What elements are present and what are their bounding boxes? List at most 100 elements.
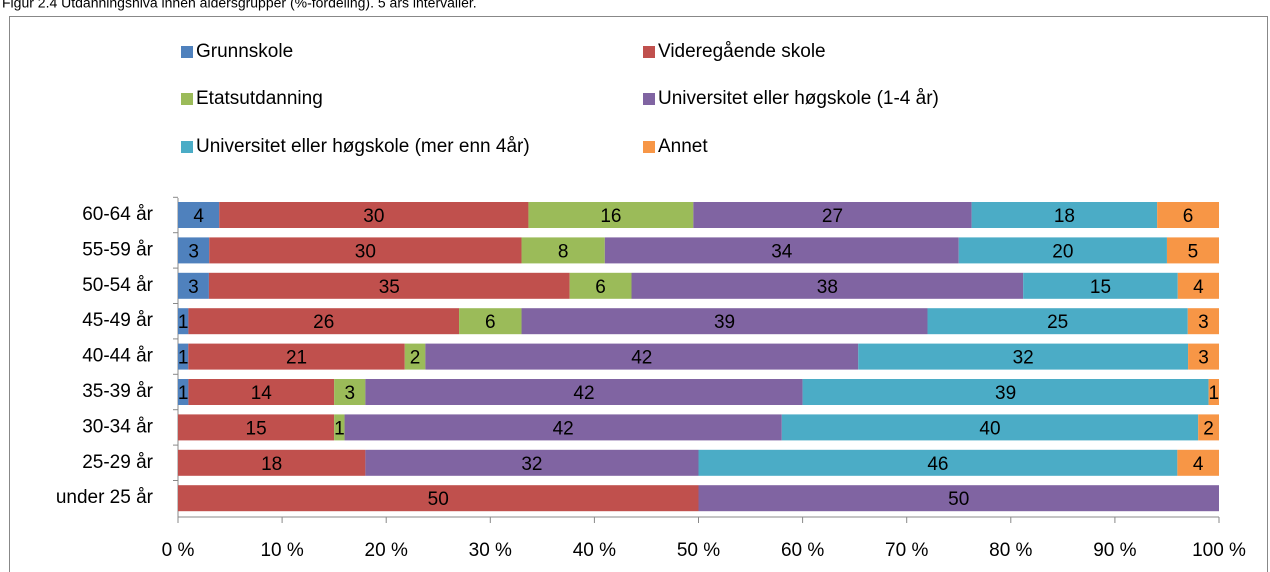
data-label: 21: [286, 348, 307, 369]
data-label: 6: [595, 277, 606, 298]
data-label: 6: [1183, 206, 1194, 227]
bar-segment: [188, 308, 460, 335]
data-label: 42: [553, 418, 574, 439]
bar-segment: [693, 202, 972, 228]
legend-swatch: [181, 93, 193, 105]
data-label: 26: [313, 312, 334, 333]
x-tick-label: 40 %: [573, 540, 616, 561]
data-label: 3: [344, 383, 355, 404]
bar-segment: [569, 272, 632, 299]
bar-segment: [1177, 272, 1219, 299]
bar-segment: [334, 414, 345, 441]
x-tick-label: 50 %: [677, 540, 720, 561]
bar-segment: [1157, 202, 1219, 228]
bar-segment: [858, 343, 1189, 370]
legend-swatch: [643, 93, 655, 105]
y-tick-label: 60-64 år: [82, 204, 153, 225]
legend-swatch: [181, 46, 193, 58]
data-label: 18: [1054, 206, 1075, 227]
bar-segment: [188, 379, 335, 405]
bar-segment: [958, 237, 1167, 264]
data-label: 30: [355, 241, 376, 262]
bar-segment: [178, 272, 209, 299]
data-label: 3: [1198, 348, 1209, 369]
x-tick-label: 100 %: [1192, 540, 1246, 561]
data-label: 4: [1193, 277, 1204, 298]
data-label: 50: [948, 489, 969, 510]
bar-segment: [365, 449, 699, 476]
bar-segment: [404, 343, 426, 370]
bar-segment: [528, 202, 694, 228]
bar-segment: [365, 379, 803, 405]
data-label: 1: [334, 418, 345, 439]
y-tick-label: 25-29 år: [82, 452, 153, 473]
bar-segment: [971, 202, 1158, 228]
x-tick-label: 10 %: [260, 540, 303, 561]
legend-swatch: [643, 141, 655, 153]
data-label: 6: [485, 312, 496, 333]
bar-segment: [459, 308, 522, 335]
x-tick-label: 70 %: [885, 540, 928, 561]
legend-label: Etatsutdanning: [196, 88, 323, 109]
bar-segment: [178, 485, 699, 512]
data-label: 1: [178, 312, 189, 333]
data-label: 15: [1090, 277, 1111, 298]
data-label: 46: [927, 454, 948, 475]
y-tick-label: 35-39 år: [82, 381, 153, 402]
y-tick-label: 55-59 år: [82, 239, 153, 260]
bar-segment: [698, 485, 1219, 512]
legend-label: Universitet eller høgskole (1-4 år): [658, 88, 939, 109]
data-label: 2: [410, 348, 421, 369]
bar-segment: [425, 343, 859, 370]
bar-segment: [219, 202, 529, 228]
bar-segment: [1166, 237, 1219, 264]
data-label: 2: [1203, 418, 1214, 439]
y-tick-label: 40-44 år: [82, 346, 153, 367]
data-label: 18: [261, 454, 282, 475]
bar-segment: [178, 202, 220, 228]
data-label: 38: [817, 277, 838, 298]
bar-segment: [631, 272, 1024, 299]
data-label: 25: [1047, 312, 1068, 333]
y-tick-label: 50-54 år: [82, 275, 153, 296]
x-tick-label: 60 %: [781, 540, 824, 561]
x-tick-label: 0 %: [162, 540, 195, 561]
data-label: 30: [363, 206, 384, 227]
data-label: 4: [193, 206, 204, 227]
data-label: 39: [995, 383, 1016, 404]
bar-segment: [178, 308, 189, 335]
data-label: 32: [1013, 348, 1034, 369]
x-tick-label: 90 %: [1093, 540, 1136, 561]
bar-segment: [178, 414, 335, 441]
data-label: 3: [1198, 312, 1209, 333]
bar-segment: [521, 308, 928, 335]
bar-segment: [781, 414, 1199, 441]
legend-swatch: [181, 141, 193, 153]
data-label: 1: [178, 383, 189, 404]
bar-segment: [1198, 414, 1219, 441]
x-tick-label: 80 %: [989, 540, 1032, 561]
bar-segment: [178, 237, 210, 264]
bar-segment: [1188, 343, 1219, 370]
legend-swatch: [643, 46, 655, 58]
bar-segment: [698, 449, 1178, 476]
data-label: 5: [1188, 241, 1199, 262]
y-tick-label: 45-49 år: [82, 310, 153, 331]
data-label: 40: [979, 418, 1000, 439]
x-tick-label: 20 %: [365, 540, 408, 561]
data-label: 27: [822, 206, 843, 227]
chart-title: Figur 2.4 Utdanningsnivå innen aldersgru…: [2, 0, 477, 11]
bar-segment: [178, 343, 189, 370]
data-label: 42: [573, 383, 594, 404]
bar-segment: [178, 379, 189, 405]
bar-segment: [188, 343, 405, 370]
data-label: 14: [251, 383, 273, 404]
bar-segment: [344, 414, 782, 441]
y-tick-label: 30-34 år: [82, 416, 153, 437]
data-label: 35: [379, 277, 400, 298]
bar-segment: [178, 449, 366, 476]
bar-segment: [927, 308, 1188, 335]
data-label: 34: [771, 241, 793, 262]
legend-label: Grunnskole: [196, 41, 293, 62]
